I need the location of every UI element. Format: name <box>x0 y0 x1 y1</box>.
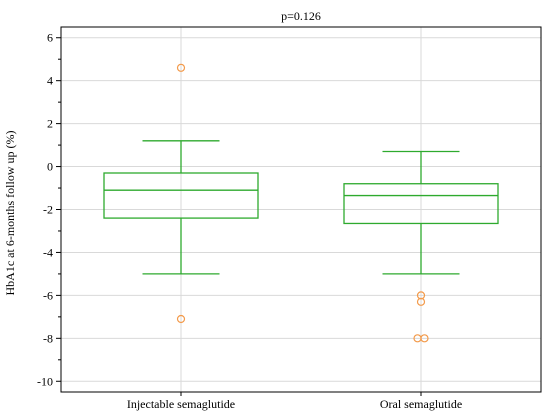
outlier-point <box>420 334 429 343</box>
y-tick-label: -4 <box>43 245 53 259</box>
x-tick-label: Injectable semaglutide <box>127 397 235 411</box>
outlier-point <box>176 63 186 72</box>
y-tick-label: 2 <box>47 117 53 131</box>
x-tick-label: Oral semaglutide <box>380 397 462 411</box>
y-tick-label: -10 <box>37 374 53 388</box>
iqr-box <box>343 183 499 225</box>
outlier-point <box>416 297 426 306</box>
box-1 <box>103 140 259 275</box>
y-tick-label: 0 <box>47 160 53 174</box>
box-layer <box>103 140 499 275</box>
y-tick-label: -8 <box>43 331 53 345</box>
axis-layer: 6 4 2 0 -2 -4 -6 -8 -10 Injectable semaglutide Ora… <box>37 26 542 411</box>
grid-layer <box>61 27 541 392</box>
chart-title: p=0.126 <box>281 9 321 23</box>
y-tick-label: -2 <box>43 203 53 217</box>
iqr-box <box>103 172 259 219</box>
y-tick-label: 4 <box>47 74 53 88</box>
outlier-layer <box>176 63 429 343</box>
y-tick-label: 6 <box>47 31 53 45</box>
y-tick-label: -6 <box>43 288 53 302</box>
box-2 <box>343 150 499 275</box>
outlier-point <box>176 314 186 324</box>
y-axis-label: HbA1c at 6-months follow up (%) <box>3 131 17 296</box>
